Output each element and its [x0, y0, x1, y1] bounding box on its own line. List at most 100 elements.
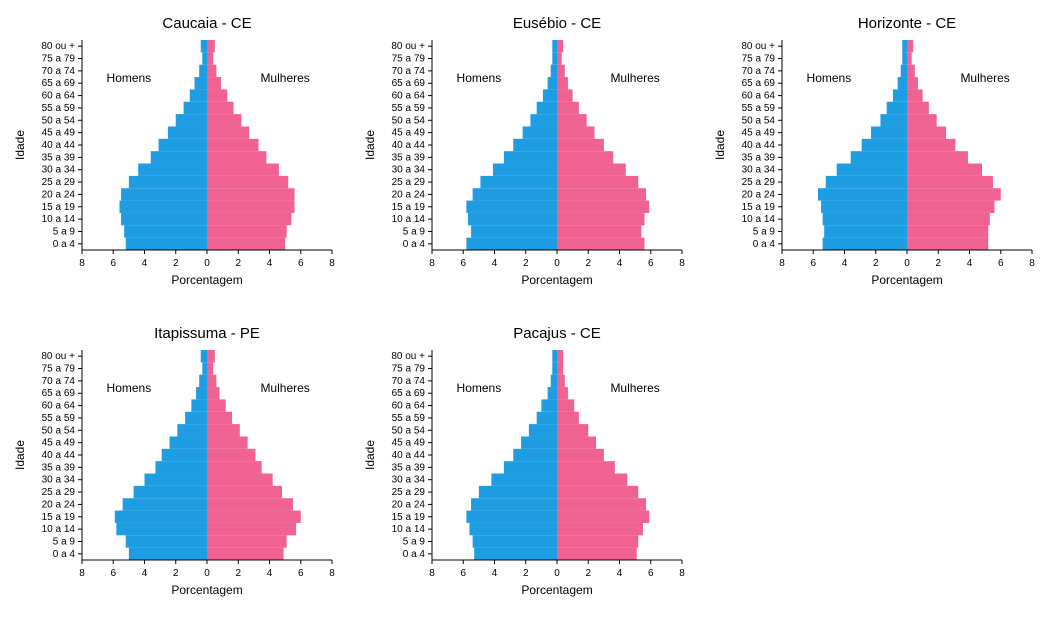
- y-tick-label: 25 a 29: [742, 177, 776, 188]
- male-bar: [129, 548, 207, 560]
- y-tick-label: 10 a 14: [742, 214, 776, 225]
- male-bar: [552, 40, 557, 52]
- male-bar: [902, 40, 907, 52]
- female-bar: [907, 114, 937, 126]
- y-tick-label: 70 a 74: [42, 66, 76, 77]
- male-bar: [548, 77, 557, 89]
- y-tick-label: 30 a 34: [42, 475, 76, 486]
- male-bar: [471, 498, 557, 510]
- male-bar: [551, 65, 557, 77]
- female-bar: [207, 449, 255, 461]
- female-bar: [557, 474, 627, 486]
- male-bar: [471, 225, 557, 237]
- y-tick-label: 20 a 24: [42, 499, 76, 510]
- female-bar: [557, 535, 638, 547]
- x-tick-label: 2: [523, 258, 529, 269]
- male-bar: [468, 213, 557, 225]
- male-bar: [821, 201, 907, 213]
- y-tick-label: 50 a 54: [392, 425, 426, 436]
- male-bar: [473, 535, 557, 547]
- female-bar: [557, 102, 579, 114]
- y-tick-label: 55 a 59: [392, 103, 426, 114]
- female-bar: [907, 40, 913, 52]
- pyramid-chart: Pacajus - CE864202468Porcentagem0 a 45 a…: [360, 320, 690, 610]
- male-bar: [162, 449, 207, 461]
- y-tick-label: 55 a 59: [742, 103, 776, 114]
- x-tick-label: 2: [235, 568, 241, 579]
- female-bar: [207, 498, 293, 510]
- female-bar: [557, 52, 562, 64]
- female-bar: [207, 238, 285, 250]
- female-bar: [907, 238, 988, 250]
- male-bar: [887, 102, 907, 114]
- female-bar: [207, 201, 295, 213]
- chart-panel: Itapissuma - PE864202468Porcentagem0 a 4…: [10, 320, 340, 610]
- y-tick-label: 20 a 24: [392, 499, 426, 510]
- male-bar: [537, 102, 557, 114]
- y-tick-label: 60 a 64: [392, 401, 426, 412]
- male-bar: [199, 375, 207, 387]
- male-bar: [195, 77, 208, 89]
- female-bar: [207, 375, 216, 387]
- x-tick-label: 8: [329, 258, 335, 269]
- x-tick-label: 6: [810, 258, 816, 269]
- chart-title: Pacajus - CE: [513, 325, 601, 342]
- male-bar: [202, 362, 207, 374]
- y-tick-label: 50 a 54: [42, 425, 76, 436]
- x-axis-label: Porcentagem: [171, 583, 242, 597]
- y-tick-label: 60 a 64: [42, 401, 76, 412]
- y-tick-label: 70 a 74: [42, 376, 76, 387]
- female-bar: [557, 511, 649, 523]
- y-tick-label: 5 a 9: [403, 536, 426, 547]
- y-tick-label: 25 a 29: [42, 487, 76, 498]
- male-bar: [902, 52, 907, 64]
- y-tick-label: 40 a 44: [42, 450, 76, 461]
- female-bar: [207, 164, 279, 176]
- y-axis-label: Idade: [13, 440, 27, 470]
- y-tick-label: 35 a 39: [42, 152, 76, 163]
- female-bar: [557, 350, 563, 362]
- male-bar: [145, 474, 208, 486]
- female-bar: [207, 387, 220, 399]
- female-bar: [557, 523, 643, 535]
- male-bar: [529, 424, 557, 436]
- y-tick-label: 65 a 69: [392, 388, 426, 399]
- male-bar: [862, 139, 907, 151]
- male-bar: [818, 188, 907, 200]
- male-bar: [474, 548, 557, 560]
- y-tick-label: 45 a 49: [42, 128, 76, 139]
- female-bar: [207, 65, 216, 77]
- y-tick-label: 0 a 4: [403, 549, 426, 560]
- male-bar: [120, 201, 208, 213]
- y-tick-label: 80 ou +: [41, 41, 75, 52]
- y-tick-label: 70 a 74: [392, 66, 426, 77]
- y-tick-label: 60 a 64: [742, 91, 776, 102]
- y-tick-label: 60 a 64: [42, 91, 76, 102]
- female-label: Mulheres: [260, 71, 309, 85]
- y-tick-label: 30 a 34: [392, 475, 426, 486]
- y-tick-label: 15 a 19: [42, 202, 76, 213]
- male-bar: [552, 52, 557, 64]
- male-bar: [191, 399, 207, 411]
- x-axis-label: Porcentagem: [521, 273, 592, 287]
- y-tick-label: 5 a 9: [53, 536, 76, 547]
- male-bar: [466, 511, 557, 523]
- male-bar: [168, 126, 207, 138]
- male-bar: [176, 114, 207, 126]
- female-bar: [907, 176, 993, 188]
- female-bar: [907, 77, 918, 89]
- male-bar: [126, 535, 207, 547]
- x-tick-label: 2: [173, 258, 179, 269]
- pyramid-chart: Caucaia - CE864202468Porcentagem0 a 45 a…: [10, 10, 340, 300]
- x-tick-label: 4: [267, 258, 273, 269]
- y-tick-label: 45 a 49: [392, 438, 426, 449]
- female-bar: [557, 188, 646, 200]
- male-bar: [184, 102, 207, 114]
- male-bar: [523, 126, 557, 138]
- male-bar: [201, 40, 207, 52]
- female-bar: [907, 126, 946, 138]
- male-label: Homens: [457, 71, 502, 85]
- male-bar: [530, 114, 557, 126]
- female-bar: [907, 139, 955, 151]
- male-bar: [159, 139, 207, 151]
